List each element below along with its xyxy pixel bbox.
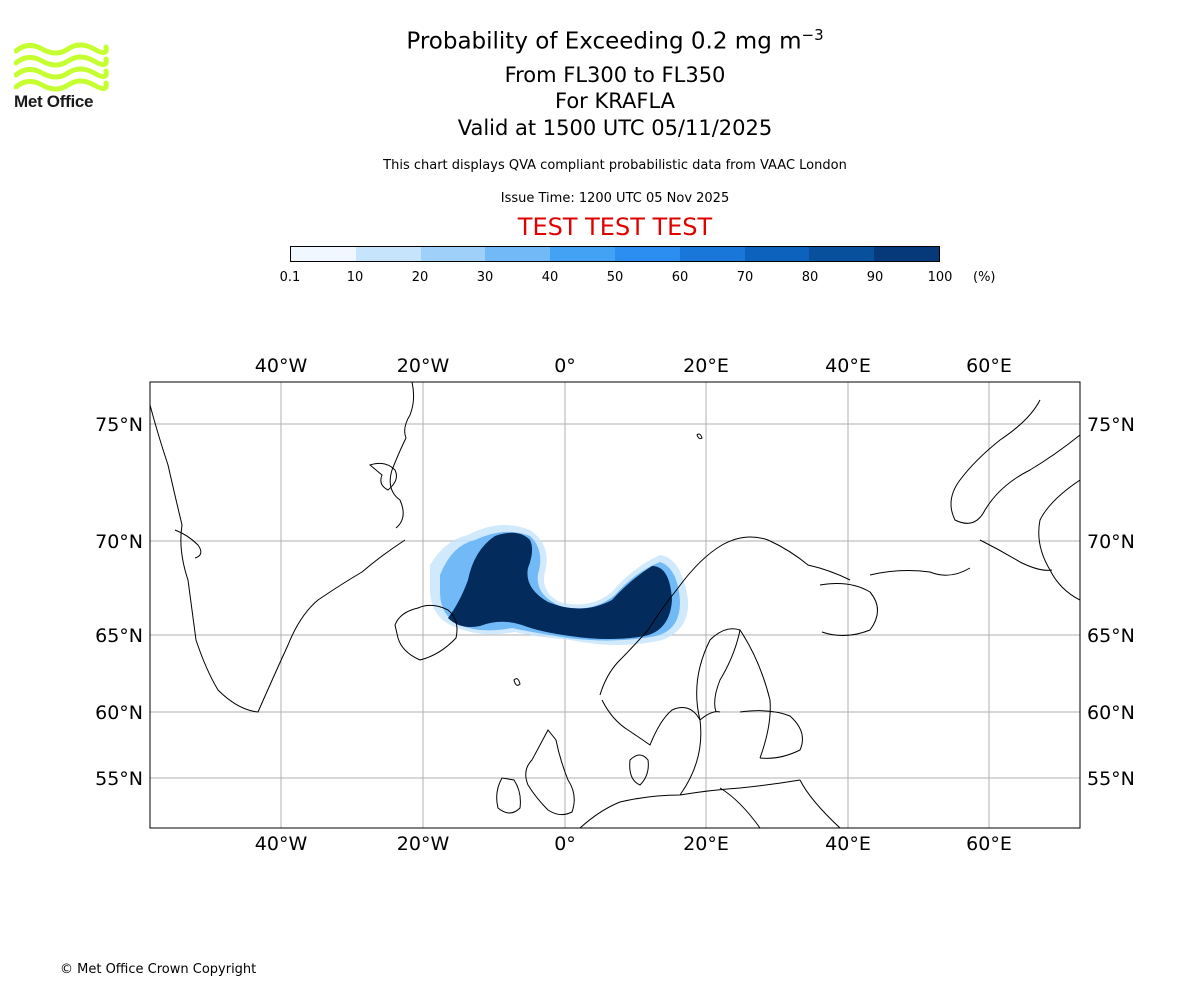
axis-tick-label: 60°N (1087, 702, 1135, 724)
axis-tick-label: 70°N (1087, 531, 1135, 553)
colorbar-segment (874, 247, 939, 261)
colorbar-segment (614, 247, 680, 261)
axis-tick-label: 20°W (397, 833, 450, 855)
axis-tick-label: 55°N (1087, 768, 1135, 790)
title-main: Probability of Exceeding 0.2 mg m (406, 28, 802, 55)
coast-novaya-zemlya (950, 399, 1080, 524)
colorbar-segment (679, 247, 745, 261)
coast-greenland-fjord (174, 529, 202, 559)
axis-tick-label: 55°N (95, 768, 143, 790)
plume-core (448, 532, 672, 639)
gridlines (150, 382, 1080, 828)
border-poland (719, 787, 761, 828)
coast-bear-island (696, 433, 703, 440)
axis-tick-label: 60°E (966, 833, 1012, 855)
axis-tick-label: 65°N (1087, 625, 1135, 647)
chart-description: This chart displays QVA compliant probab… (383, 158, 847, 173)
colorbar-tick-label: 90 (866, 270, 884, 285)
coast-norway (599, 536, 851, 696)
coast-iceland (394, 604, 458, 661)
valid-time: Valid at 1500 UTC 05/11/2025 (457, 116, 773, 140)
colorbar-segment (744, 247, 810, 261)
colorbar-segment (291, 247, 356, 261)
colorbar-tick-label: 80 (801, 270, 819, 285)
ash-plume (430, 525, 689, 645)
coast-greenland (150, 404, 406, 713)
colorbar-tick-label: 10 (346, 270, 364, 285)
axis-tick-label: 0° (554, 355, 576, 377)
colorbar-tick-label: 0.1 (279, 270, 301, 285)
lon-labels-top: 40°W 20°W 0° 20°E 40°E 60°E (255, 355, 1012, 377)
map-frame (149, 381, 1081, 829)
border-sweden-south (679, 719, 702, 796)
coast-ireland (496, 777, 521, 814)
colorbar-unit: (%) (973, 270, 996, 285)
copyright: © Met Office Crown Copyright (60, 962, 257, 977)
colorbar-segment (550, 247, 615, 261)
coast-russia-north (979, 539, 1053, 571)
met-office-wave-logo-icon (14, 42, 109, 92)
colorbar-tick-label: 30 (476, 270, 494, 285)
axis-tick-label: 20°E (683, 833, 729, 855)
coast-great-britain (525, 729, 575, 816)
axis-tick-label: 75°N (1087, 414, 1135, 436)
coast-barents (869, 567, 971, 576)
colorbar-tick-label: 50 (606, 270, 624, 285)
probability-colorbar (290, 246, 940, 262)
coast-faroe (513, 678, 521, 686)
axis-tick-label: 40°W (255, 355, 308, 377)
coastlines (150, 382, 1080, 828)
axis-tick-label: 20°E (683, 355, 729, 377)
axis-tick-label: 40°E (825, 355, 871, 377)
issue-time: Issue Time: 1200 UTC 05 Nov 2025 (500, 191, 730, 206)
colorbar-tick-label: 20 (411, 270, 429, 285)
coast-greenland-ne (389, 382, 415, 529)
colorbar-segment (809, 247, 875, 261)
coast-bothnia (696, 628, 741, 721)
border-belarus (799, 779, 841, 828)
border-finland-russia (739, 629, 771, 759)
colorbar-segment (485, 247, 551, 261)
axis-tick-label: 0° (554, 833, 576, 855)
coast-baltic (739, 710, 803, 759)
colorbar-tick-label: 70 (736, 270, 754, 285)
map: 40°W 20°W 0° 20°E 40°E 60°E 40°W 20°W 0° 20°E 40°… (95, 355, 1135, 855)
axis-tick-label: 70°N (95, 531, 143, 553)
volcano-name: For KRAFLA (555, 89, 675, 113)
coast-kola (819, 583, 878, 636)
chart-title: Probability of Exceeding 0.2 mg m−3 (330, 26, 900, 55)
lon-labels-bottom: 40°W 20°W 0° 20°E 40°E 60°E (255, 833, 1012, 855)
colorbar-segment (355, 247, 421, 261)
axis-tick-label: 40°W (255, 833, 308, 855)
coast-south-norway (601, 699, 721, 746)
lat-labels-left: 75°N 70°N 65°N 60°N 55°N (95, 414, 143, 790)
lat-labels-right: 75°N 70°N 65°N 60°N 55°N (1087, 414, 1135, 790)
colorbar-tick-label: 60 (671, 270, 689, 285)
colorbar-segment (420, 247, 486, 261)
axis-tick-label: 65°N (95, 625, 143, 647)
axis-tick-label: 60°N (95, 702, 143, 724)
coast-denmark (629, 754, 649, 786)
logo-text: Met Office (14, 92, 94, 111)
coast-yamal (1038, 479, 1080, 601)
axis-tick-label: 60°E (966, 355, 1012, 377)
colorbar-tick-label: 100 (927, 270, 953, 285)
flight-levels: From FL300 to FL350 (504, 63, 726, 87)
title-exponent: −3 (801, 26, 824, 44)
coast-island-ne (368, 462, 397, 491)
axis-tick-label: 20°W (397, 355, 450, 377)
test-banner: TEST TEST TEST (517, 213, 713, 241)
axis-tick-label: 40°E (825, 833, 871, 855)
colorbar-tick-label: 40 (541, 270, 559, 285)
axis-tick-label: 75°N (95, 414, 143, 436)
